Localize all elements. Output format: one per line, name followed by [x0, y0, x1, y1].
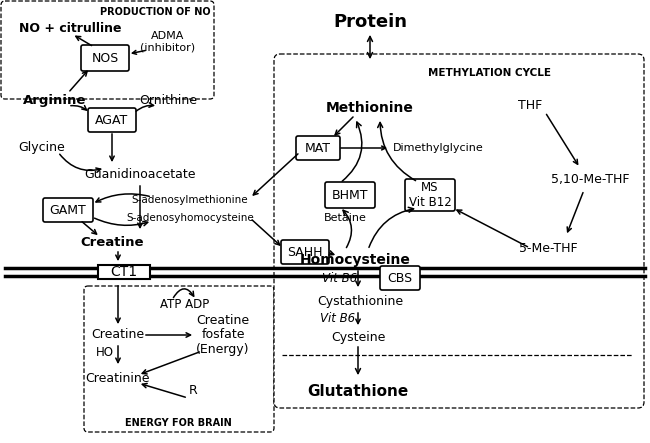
- Text: CBS: CBS: [387, 272, 413, 284]
- Text: Arginine: Arginine: [23, 93, 86, 106]
- Text: Creatine: Creatine: [80, 236, 144, 249]
- Text: Glycine: Glycine: [19, 141, 66, 155]
- FancyBboxPatch shape: [43, 198, 93, 222]
- Text: SAHH: SAHH: [287, 245, 323, 259]
- Text: ENERGY FOR BRAIN: ENERGY FOR BRAIN: [125, 418, 231, 428]
- Text: Creatine
fosfate
(Energy): Creatine fosfate (Energy): [196, 314, 250, 357]
- Text: METHYLATION CYCLE: METHYLATION CYCLE: [428, 68, 551, 78]
- FancyBboxPatch shape: [281, 240, 329, 264]
- Text: NO + citrulline: NO + citrulline: [19, 22, 122, 35]
- Text: MS
Vit B12: MS Vit B12: [409, 181, 451, 209]
- Text: Vit B6: Vit B6: [322, 272, 358, 284]
- FancyBboxPatch shape: [380, 266, 420, 290]
- FancyBboxPatch shape: [405, 179, 455, 211]
- Text: Creatine: Creatine: [92, 329, 144, 342]
- Text: Cystathionine: Cystathionine: [317, 295, 403, 308]
- Text: Dimethylglycine: Dimethylglycine: [393, 143, 484, 153]
- Text: Glutathione: Glutathione: [307, 385, 409, 400]
- Text: AGAT: AGAT: [96, 113, 129, 127]
- FancyBboxPatch shape: [98, 265, 150, 279]
- Text: ATP ADP: ATP ADP: [161, 299, 209, 311]
- Text: S-adenosylmethionine: S-adenosylmethionine: [132, 195, 248, 205]
- Text: Cysteine: Cysteine: [331, 330, 385, 343]
- Text: NOS: NOS: [92, 51, 118, 65]
- FancyBboxPatch shape: [81, 45, 129, 71]
- Text: Betaine: Betaine: [324, 213, 367, 223]
- Text: CT1: CT1: [111, 265, 138, 279]
- FancyBboxPatch shape: [296, 136, 340, 160]
- Text: Creatinine: Creatinine: [86, 372, 150, 385]
- Text: MAT: MAT: [305, 141, 331, 155]
- FancyBboxPatch shape: [274, 54, 644, 408]
- FancyBboxPatch shape: [325, 182, 375, 208]
- Text: BHMT: BHMT: [332, 189, 369, 202]
- Text: 5-Me-THF: 5-Me-THF: [519, 241, 577, 254]
- FancyBboxPatch shape: [88, 108, 136, 132]
- Text: THF: THF: [518, 98, 542, 112]
- FancyBboxPatch shape: [1, 1, 214, 99]
- Text: Guanidinoacetate: Guanidinoacetate: [84, 168, 196, 182]
- Text: Methionine: Methionine: [326, 101, 414, 115]
- Text: 5,10-Me-THF: 5,10-Me-THF: [551, 174, 629, 187]
- Text: S-adenosyhomocysteine: S-adenosyhomocysteine: [126, 213, 254, 223]
- Text: Vit B6: Vit B6: [320, 311, 356, 325]
- Text: Ornithine: Ornithine: [139, 93, 197, 106]
- Text: PRODUCTION OF NO: PRODUCTION OF NO: [99, 7, 211, 17]
- Text: GAMT: GAMT: [49, 203, 86, 217]
- Text: HO: HO: [96, 346, 114, 358]
- Text: Homocysteine: Homocysteine: [300, 253, 410, 267]
- FancyBboxPatch shape: [84, 286, 274, 432]
- Text: R: R: [188, 384, 198, 396]
- Text: ADMA
(inhibitor): ADMA (inhibitor): [140, 31, 196, 53]
- Text: Protein: Protein: [333, 13, 407, 31]
